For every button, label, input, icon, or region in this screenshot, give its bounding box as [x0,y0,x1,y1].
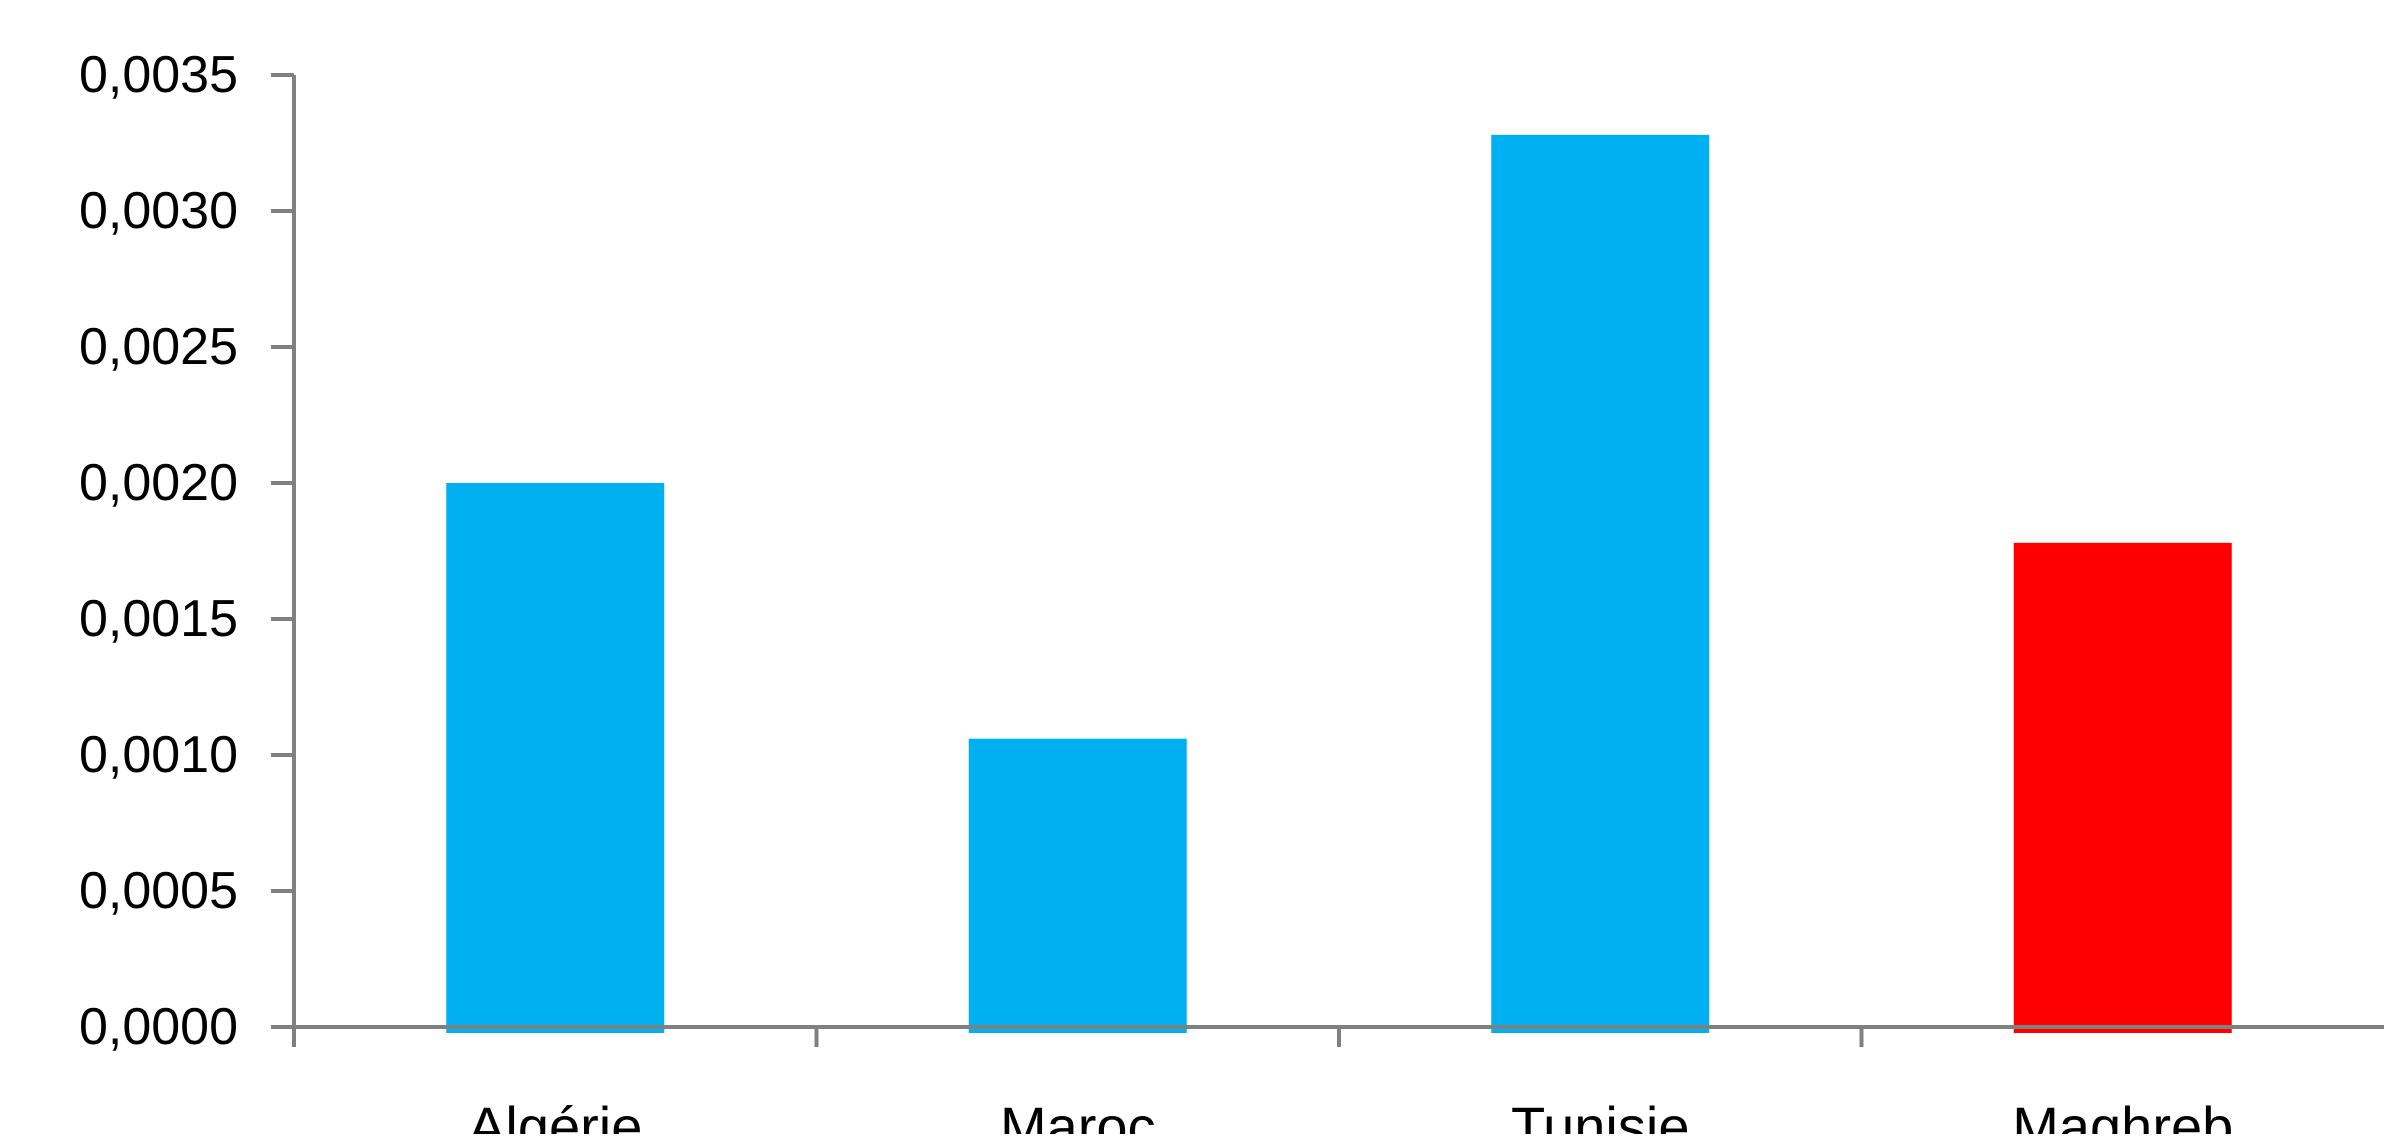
x-axis-ticks [292,1027,1864,1047]
y-tick-label: 0,0020 [79,454,238,512]
bar-maroc [968,738,1187,1033]
y-tick-label: 0,0000 [79,998,238,1056]
y-tick-label: 0,0005 [79,862,238,920]
axes [271,75,2384,1029]
x-tick-label: Tunisie [1511,1095,1689,1134]
bar-algérie [446,483,665,1033]
y-tick-label: 0,0035 [79,46,238,104]
bars [446,134,2232,1034]
y-axis-ticks: 0,0000 0,0005 0,0010 0,0015 0,0020 0,0025 0,00… [79,46,294,1056]
bar-tunisie [1491,134,1710,1034]
x-tick-label: Maroc [1000,1095,1156,1134]
x-tick-label: Maghreb [2012,1095,2233,1134]
bar-maghreb [2013,542,2232,1033]
x-tick-label: Algérie [468,1095,642,1134]
y-tick-label: 0,0010 [79,726,238,784]
y-tick-label: 0,0030 [79,182,238,240]
x-axis-labels: Algérie Maroc Tunisie Maghreb [468,1095,2233,1139]
y-tick-label: 0,0015 [79,590,238,648]
y-tick-label: 0,0025 [79,318,238,376]
